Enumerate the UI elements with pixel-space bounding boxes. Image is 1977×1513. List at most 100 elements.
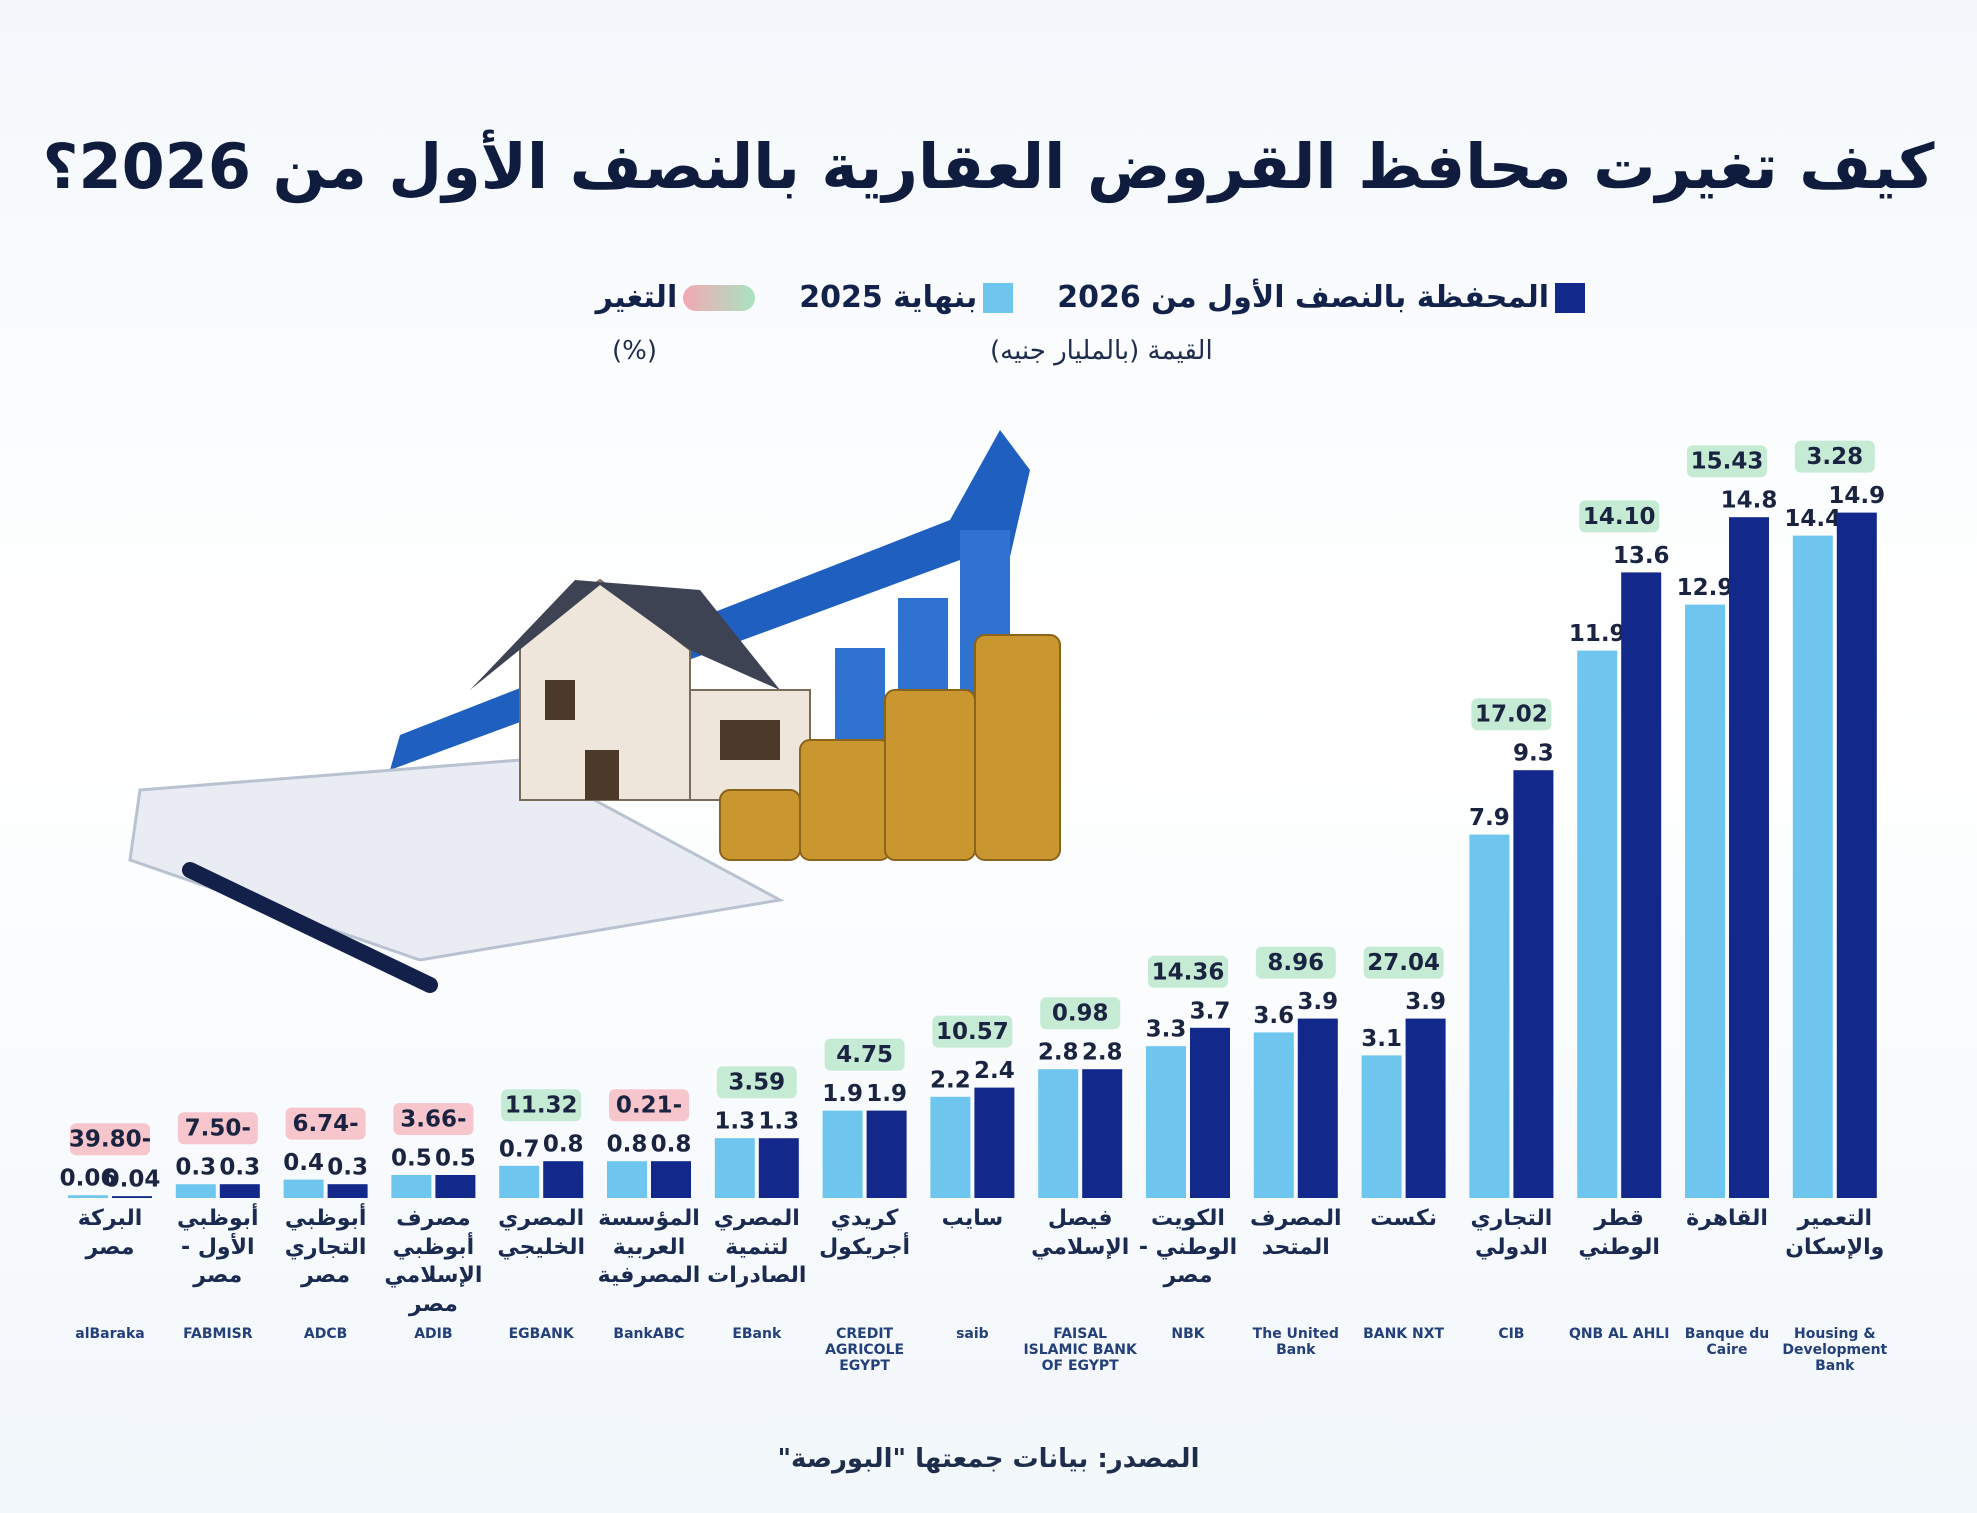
- value-label: 2.4: [974, 1058, 1015, 1084]
- pen: [182, 862, 438, 993]
- bar: [1577, 650, 1618, 1198]
- value-label: 7.9: [1469, 805, 1510, 831]
- value-label: 14.4: [1784, 506, 1841, 532]
- change-label: 6.74-: [292, 1111, 358, 1137]
- change-badge: [70, 1123, 150, 1156]
- bar: [974, 1087, 1015, 1198]
- bar: [1361, 1055, 1402, 1198]
- bar: [651, 1161, 691, 1198]
- x-tick-label: فيصل الإسلامي: [1031, 1206, 1130, 1260]
- x-tick-label: كريدي أجريكول: [819, 1206, 911, 1260]
- change-badge: [1579, 500, 1660, 533]
- change-label: 0.98: [1052, 1001, 1109, 1027]
- legend-swatch: [1555, 282, 1585, 313]
- bank-logo: BankABC: [613, 1326, 685, 1342]
- change-label: 0.21-: [616, 1093, 682, 1119]
- coin-stack: [799, 739, 891, 861]
- change-label: 15.43: [1691, 449, 1764, 475]
- bar: [499, 1165, 540, 1198]
- change-badge: [932, 1015, 1013, 1048]
- value-label: 3.7: [1190, 998, 1231, 1024]
- change-badge: [1471, 698, 1552, 731]
- bank-logo: saib: [956, 1326, 989, 1342]
- value-label: 0.3: [327, 1155, 368, 1181]
- bank-logo: NBK: [1171, 1326, 1205, 1342]
- change-badge: [1255, 946, 1336, 979]
- bar: [1513, 770, 1554, 1198]
- change-badge: [393, 1103, 474, 1135]
- value-label: 3.9: [1297, 989, 1338, 1015]
- value-label: 3.6: [1253, 1003, 1294, 1029]
- change-label: 10.57: [936, 1019, 1009, 1045]
- coin-stack: [719, 789, 801, 861]
- bank-logo: The United Bank: [1252, 1326, 1339, 1358]
- value-label: 0.5: [391, 1146, 432, 1172]
- bar: [1297, 1018, 1338, 1198]
- x-tick-label: نكست: [1370, 1206, 1437, 1231]
- bar: [714, 1138, 755, 1198]
- house-roof: [470, 580, 780, 690]
- change-label: 17.02: [1475, 702, 1548, 728]
- illustration: [128, 430, 1061, 993]
- change-label: 8.96: [1267, 950, 1324, 976]
- bar: [1190, 1027, 1230, 1198]
- change-label: 27.04: [1367, 950, 1440, 976]
- x-tick-label: المصري لتنمية الصادرات: [707, 1206, 807, 1289]
- value-label: 1.3: [758, 1109, 799, 1135]
- value-label: 0.5: [435, 1146, 476, 1172]
- legend-swatch: [683, 284, 756, 311]
- value-label: 1.9: [866, 1081, 907, 1107]
- change-label: 7.50-: [185, 1116, 251, 1142]
- change-label: 3.59: [728, 1070, 785, 1096]
- x-tick-label: أبوظبي الأول - مصر: [177, 1206, 259, 1289]
- x-tick-label: المصري الخليجي: [497, 1206, 586, 1260]
- x-tick-label: الكويت الوطني - مصر: [1138, 1206, 1238, 1289]
- value-label: 12.9: [1677, 575, 1734, 601]
- value-label: 0.3: [219, 1155, 260, 1181]
- change-badge: [609, 1089, 689, 1122]
- legend-label: بنهاية 2025: [799, 280, 978, 315]
- x-tick-label: أبوظبي التجاري مصر: [284, 1206, 367, 1289]
- value-label: 13.6: [1613, 543, 1670, 569]
- value-label: 14.8: [1721, 488, 1778, 514]
- value-label: 11.9: [1569, 621, 1626, 647]
- door: [585, 750, 619, 800]
- bank-logo: FABMISR: [183, 1326, 253, 1342]
- bar: [1792, 535, 1833, 1198]
- value-label: 2.8: [1038, 1040, 1079, 1066]
- coins: [719, 634, 1061, 861]
- value-label: 0.06: [60, 1166, 117, 1192]
- legend: المحفظة بالنصف الأول من 2026 بنهاية 2025…: [596, 280, 1585, 315]
- coin-stack: [974, 634, 1061, 861]
- bar: [391, 1175, 432, 1198]
- x-tick-label: التجاري الدولي: [1470, 1206, 1553, 1260]
- bank-logo: FAISAL ISLAMIC BANK OF EGYPT: [1023, 1326, 1137, 1374]
- bank-logo: EGBANK: [508, 1326, 574, 1342]
- bank-logo: EBank: [732, 1326, 782, 1342]
- coin-stack: [884, 689, 976, 861]
- bar: [68, 1195, 108, 1198]
- source: المصدر: بيانات جمعتها "البورصة": [777, 1444, 1200, 1474]
- bar: [1729, 517, 1769, 1198]
- x-tick-label: سايب: [941, 1206, 1004, 1231]
- bar: [758, 1138, 799, 1198]
- value-label: 2.8: [1082, 1040, 1123, 1066]
- value-label: 0.7: [499, 1136, 540, 1162]
- change-badge: [177, 1112, 258, 1145]
- legend-swatch: [983, 282, 1014, 313]
- value-label: 0.3: [175, 1155, 216, 1181]
- x-tick-label: قطر الوطني: [1578, 1206, 1660, 1260]
- bar: [1405, 1018, 1446, 1198]
- bar: [175, 1184, 216, 1198]
- bank-logo: ADCB: [303, 1326, 348, 1342]
- title: كيف تغيرت محافظ القروض العقارية بالنصف ا…: [42, 130, 1935, 203]
- bar: [1621, 572, 1662, 1198]
- x-tick-label: المصرف المتحد: [1250, 1206, 1342, 1260]
- value-label: 1.9: [822, 1081, 863, 1107]
- document: [128, 758, 785, 962]
- bar: [112, 1196, 152, 1198]
- change-label: 14.10: [1583, 504, 1656, 530]
